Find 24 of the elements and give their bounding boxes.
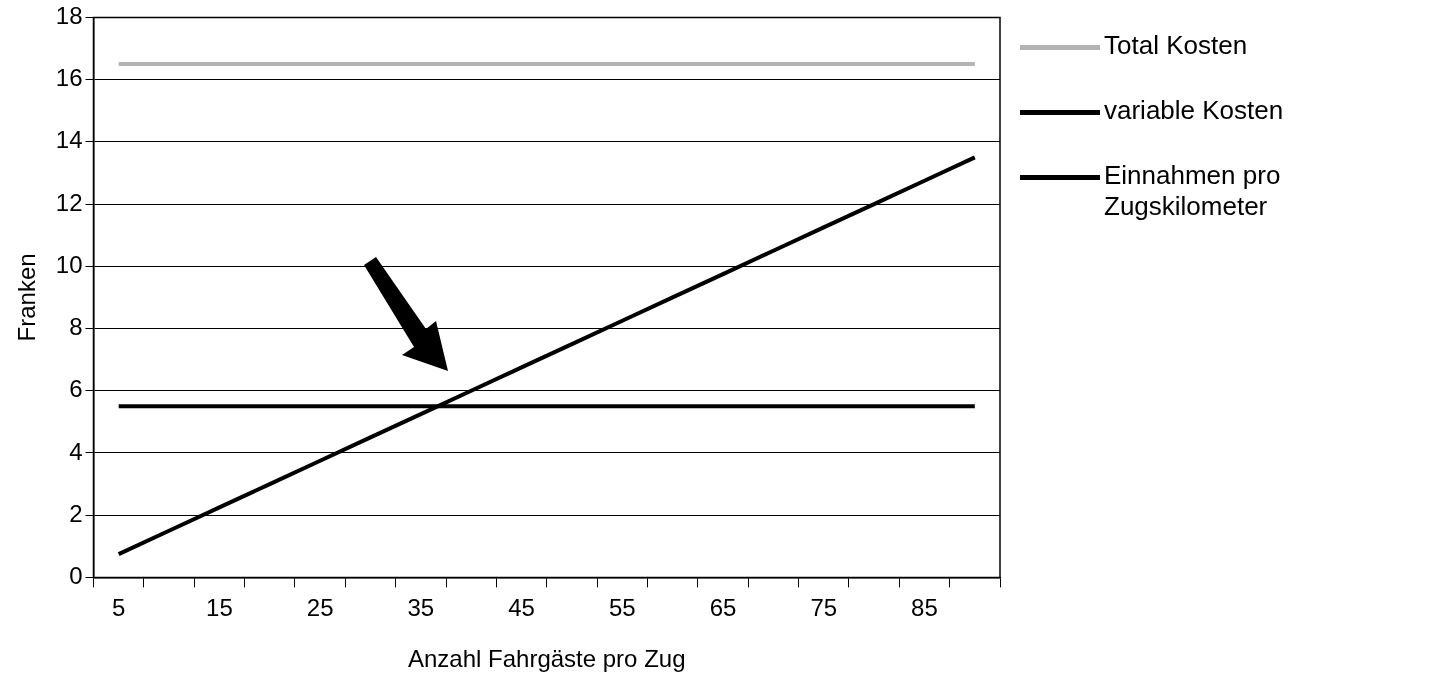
y-tick-label: 10 (55, 250, 83, 278)
x-tick-label: 75 (810, 594, 838, 622)
legend-label: Total Kosten (1104, 30, 1248, 61)
y-tick-label: 0 (69, 562, 83, 590)
legend-label: Einnahmen pro Zugskilometer (1104, 160, 1282, 222)
x-tick-label: 35 (407, 594, 435, 622)
x-tick-label: 5 (112, 594, 126, 622)
x-tick-label: 15 (206, 594, 233, 622)
legend-label: variable Kosten (1104, 95, 1284, 126)
y-tick-label: 16 (55, 64, 83, 92)
x-tick-label: 55 (608, 594, 636, 622)
y-tick-label: 12 (55, 188, 83, 216)
y-tick-label: 14 (55, 126, 83, 154)
x-tick-label: 25 (306, 594, 334, 622)
x-tick-label: 45 (508, 594, 535, 622)
y-tick-label: 4 (69, 437, 83, 465)
x-axis-title: Anzahl Fahrgäste pro Zug (408, 645, 686, 673)
y-tick-label: 8 (69, 313, 83, 341)
y-axis-title: Franken (13, 253, 41, 342)
x-tick-label: 65 (709, 594, 737, 622)
y-tick-label: 6 (69, 375, 83, 403)
y-tick-label: 18 (55, 2, 83, 30)
x-tick-label: 85 (911, 594, 938, 622)
y-tick-label: 2 (69, 499, 83, 527)
